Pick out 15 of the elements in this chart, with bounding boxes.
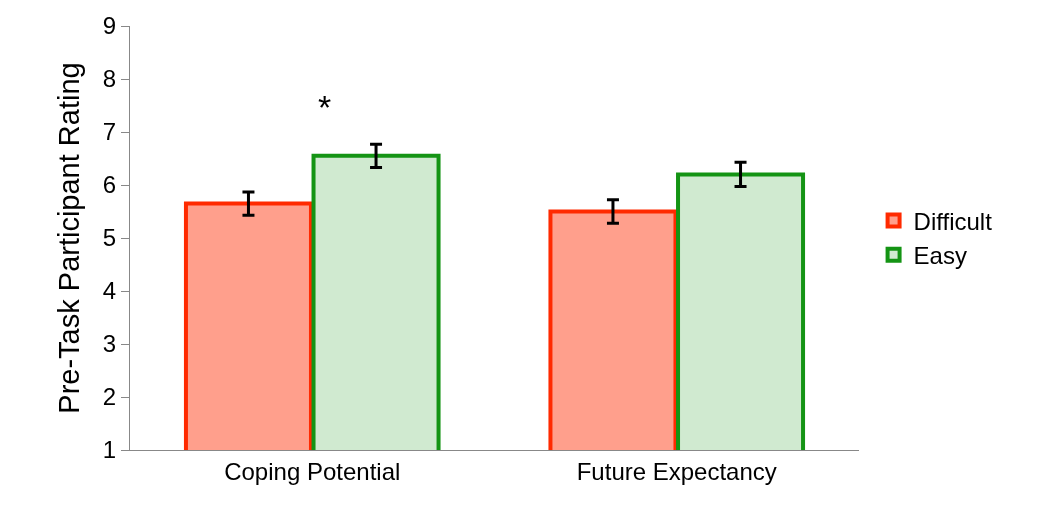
legend-label: Difficult [913, 207, 993, 235]
y-tick-label: 2 [102, 383, 117, 411]
x-tick-label: Coping Potential [224, 457, 401, 485]
y-tick-label: 1 [102, 436, 117, 464]
legend-label: Easy [913, 242, 967, 270]
y-tick-label: 3 [102, 330, 117, 358]
y-tick-label: 5 [102, 224, 117, 252]
y-tick-label: 7 [102, 118, 117, 146]
y-tick-label: 4 [102, 277, 117, 305]
y-axis-title: Pre-Task Participant Rating [53, 62, 86, 414]
annotation: * [318, 88, 332, 126]
y-tick-label: 9 [102, 12, 117, 40]
y-tick-label: 8 [102, 65, 117, 93]
x-tick-label: Future Expectancy [576, 457, 777, 485]
y-tick-label: 6 [102, 171, 117, 199]
